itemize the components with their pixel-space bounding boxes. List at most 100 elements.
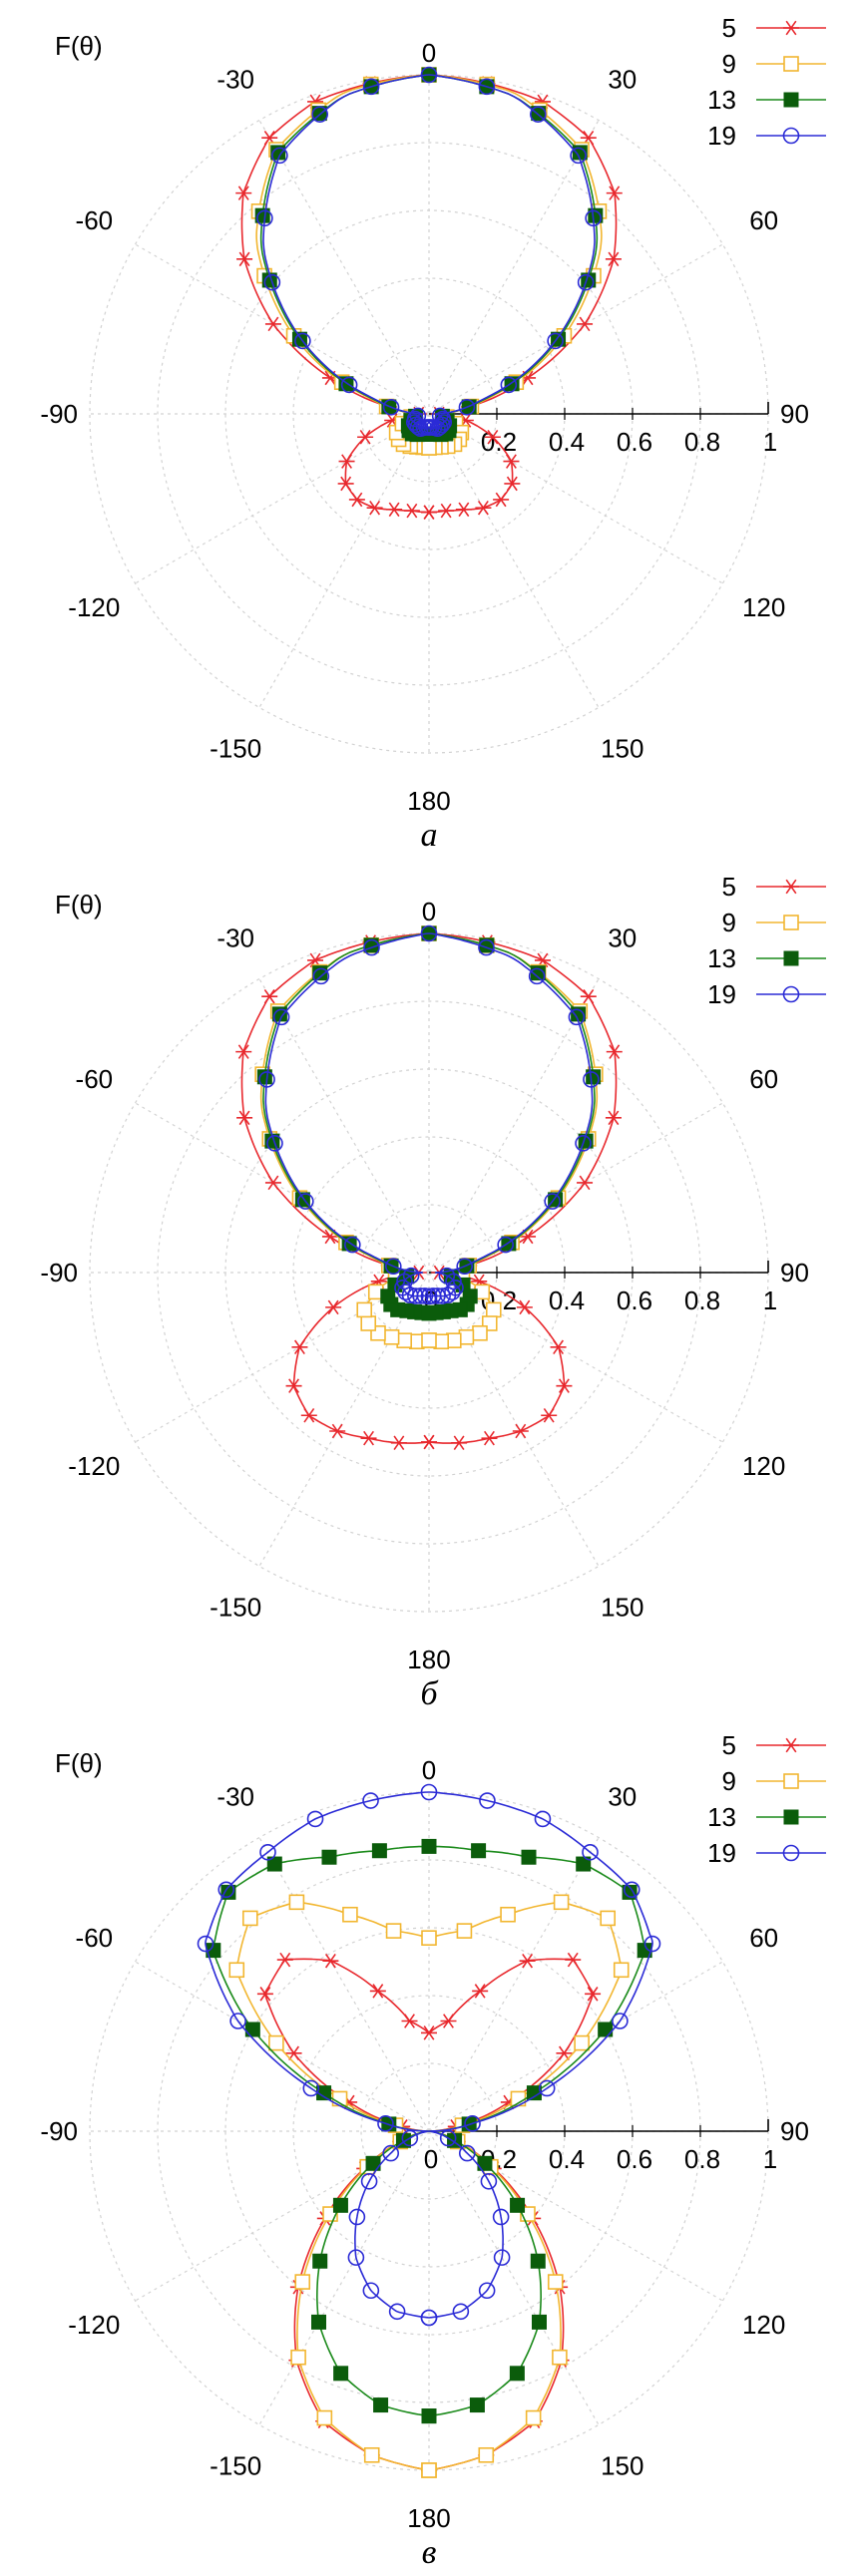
marker-stroke [359,429,371,445]
series-line [264,932,594,1297]
circle-marker [402,1267,420,1285]
circle-marker [458,399,476,416]
circle-marker [530,106,547,123]
angle-tick-label: 150 [601,1593,643,1623]
asterisk-marker [475,500,492,516]
circle-marker [363,938,380,956]
y-axis-label: F(θ) [55,1748,103,1778]
marker-stroke [259,1987,271,2002]
circle-marker [362,1792,379,1809]
square-marker [290,2349,306,2366]
circle-marker [623,1881,641,1899]
polar-chart-svg: 00.20.40.60.810306090120150180-150-120-9… [40,13,826,854]
series-markers [256,66,602,438]
square-marker [525,2409,542,2426]
asterisk-marker [585,1987,602,2002]
square-filled-marker [510,2197,526,2213]
asterisk-marker [236,251,253,267]
marker-stroke [608,1110,620,1126]
circle-marker [256,209,273,227]
circle-marker [643,1935,661,1953]
circle-marker [478,938,495,956]
grid-spoke [258,1272,430,1567]
circle-marker [362,2282,380,2300]
square-marker [421,440,437,456]
grid-spoke [428,1102,723,1274]
circle-marker [306,1810,324,1828]
square-filled-marker [421,1838,437,1854]
asterisk-marker [503,454,520,469]
square-filled-marker [421,2408,437,2424]
asterisk-marker [504,476,521,492]
angle-tick-label: -120 [68,592,120,622]
asterisk-marker [550,1339,567,1355]
circle-marker [394,1279,411,1296]
marker-stroke [331,1423,343,1439]
asterisk-marker [329,1423,346,1439]
circle-marker [217,1881,235,1899]
square-filled-marker [532,2314,547,2330]
square-filled-marker [576,1856,592,1872]
circle-marker [382,2144,400,2162]
angle-tick-label: -30 [216,64,254,94]
marker-stroke [404,2014,415,2028]
square-filled-marker [783,1809,799,1825]
asterisk-marker [401,2014,418,2028]
asterisk-marker [357,429,374,445]
square-marker [456,1923,473,1939]
grid-spoke [258,978,430,1274]
marker-stroke [327,1299,339,1315]
circle-marker [406,410,424,428]
circle-marker [420,924,438,942]
circle-marker [420,1288,438,1305]
legend: 5 9 13 19 [707,13,826,151]
square-marker [783,1773,799,1789]
asterisk-marker [366,500,383,516]
asterisk-marker [421,505,437,520]
legend: 5 9 13 19 [707,872,826,1009]
grid-spoke [258,413,430,708]
legend-label: 13 [707,85,736,115]
asterisk-marker [455,502,472,518]
asterisk-marker [512,1423,529,1439]
circle-marker [272,1008,290,1026]
angle-tick-label: -90 [40,1258,78,1288]
square-marker [316,2409,333,2426]
angle-tick-label: 90 [780,2116,809,2146]
marker-stroke [579,1175,591,1191]
circle-marker [434,1288,451,1304]
marker-stroke [237,1044,249,1059]
circle-marker [259,1843,276,1861]
asterisk-marker [386,502,403,518]
asterisk-marker [783,1737,799,1753]
circle-marker [431,418,449,436]
legend-label: 19 [707,1838,736,1868]
asterisk-marker [360,1430,377,1446]
asterisk-marker [348,492,365,508]
square-filled-marker [421,1305,437,1321]
square-marker [485,1301,502,1318]
circle-marker [266,1135,283,1152]
marker-stroke [340,476,352,492]
marker-stroke [440,503,452,519]
circle-marker [480,2172,498,2190]
asterisk-marker [519,1953,536,1969]
asterisk-marker [421,1434,437,1450]
circle-marker [344,1236,361,1254]
y-axis-label: F(θ) [55,31,103,61]
square-filled-marker [312,2253,328,2269]
marker-stroke [522,1953,534,1969]
angle-tick-label: 90 [780,399,809,429]
circle-marker [464,2115,481,2132]
circle-marker [478,2282,496,2300]
circle-marker [384,1258,402,1276]
square-filled-marker [530,2253,546,2269]
square-filled-marker [783,92,799,108]
square-filled-marker [521,1849,537,1865]
marker-stroke [406,503,418,519]
marker-stroke [351,492,363,508]
circle-marker [360,2172,378,2190]
circle-marker [612,2013,629,2029]
angle-tick-label: -120 [68,1451,120,1481]
asterisk-marker [256,1987,273,2002]
